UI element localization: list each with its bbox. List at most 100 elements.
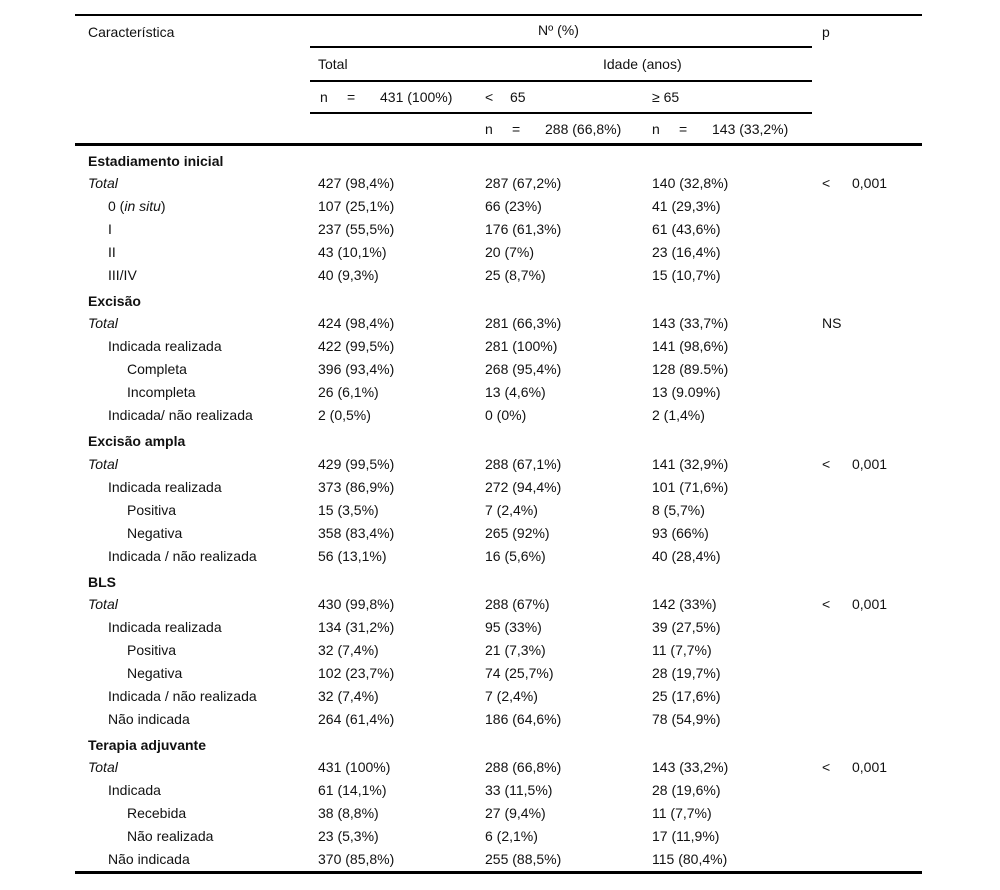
row-label: III/IV	[108, 267, 137, 284]
cell-under-65: 288 (67,1%)	[485, 455, 562, 472]
table-row: Total 430 (99,8%) 288 (67%) 142 (33%) <0,001	[0, 593, 1000, 616]
cell-total: 422 (99,5%)	[318, 338, 395, 355]
table-row: Positiva 32 (7,4%) 21 (7,3%) 11 (7,7%)	[0, 639, 1000, 662]
section-title: Estadiamento inicial	[88, 153, 224, 169]
cell-under-65: 7 (2,4%)	[485, 501, 538, 518]
cell-p-sign: <	[822, 758, 831, 775]
over65-header: ≥ 65	[652, 89, 680, 105]
cell-total: 15 (3,5%)	[318, 501, 379, 518]
row-label: Não indicada	[108, 710, 190, 727]
row-label: Indicada	[108, 781, 161, 798]
table-row: Não indicada 264 (61,4%) 186 (64,6%) 78 (54…	[0, 708, 1000, 731]
cell-under-65: 6 (2,1%)	[485, 827, 538, 844]
section-title: Excisão ampla	[88, 433, 186, 450]
row-label: II	[108, 244, 116, 261]
table-row: Indicada realizada 422 (99,5%) 281 (100%) 1…	[0, 335, 1000, 358]
cell-total: 61 (14,1%)	[318, 781, 387, 798]
cell-total: 431 (100%)	[318, 758, 391, 775]
cell-under-65: 176 (61,3%)	[485, 221, 562, 238]
cell-under-65: 281 (66,3%)	[485, 315, 562, 332]
over65-n-value: 143 (33,2%)	[712, 121, 789, 137]
under65-n-equals: =	[512, 121, 521, 137]
cell-total: 2 (0,5%)	[318, 407, 371, 424]
cell-under-65: 16 (5,6%)	[485, 547, 546, 564]
table-row: III/IV 40 (9,3%) 25 (8,7%) 15 (10,7%)	[0, 264, 1000, 287]
over65-n-equals: =	[679, 121, 688, 137]
row-label: Negativa	[127, 524, 183, 541]
row-label: 0 (in situ)	[108, 198, 166, 215]
total-n-value: 431 (100%)	[380, 89, 453, 105]
cell-total: 107 (25,1%)	[318, 198, 395, 215]
table-row: Incompleta 26 (6,1%) 13 (4,6%) 13 (9.09%)	[0, 381, 1000, 404]
cell-under-65: 95 (33%)	[485, 618, 542, 635]
cell-total: 26 (6,1%)	[318, 384, 379, 401]
cell-over-65: 8 (5,7%)	[652, 501, 705, 518]
cell-over-65: 25 (17,6%)	[652, 687, 721, 704]
cell-total: 237 (55,5%)	[318, 221, 395, 238]
cell-over-65: 39 (27,5%)	[652, 618, 721, 635]
npct-underline-rule	[310, 46, 812, 48]
over65-n-letter: n	[652, 121, 660, 137]
cell-total: 32 (7,4%)	[318, 687, 379, 704]
cell-under-65: 13 (4,6%)	[485, 384, 546, 401]
row-label: Total	[88, 175, 118, 192]
cell-total: 43 (10,1%)	[318, 244, 387, 261]
cell-over-65: 141 (98,6%)	[652, 338, 729, 355]
cell-under-65: 287 (67,2%)	[485, 175, 562, 192]
row-label: Indicada / não realizada	[108, 547, 257, 564]
cell-over-65: 11 (7,7%)	[652, 641, 712, 658]
cell-over-65: 40 (28,4%)	[652, 547, 721, 564]
cell-total: 373 (86,9%)	[318, 478, 395, 495]
row-label: Indicada realizada	[108, 478, 222, 495]
cell-under-65: 74 (25,7%)	[485, 664, 554, 681]
cell-p-sign: <	[822, 175, 831, 192]
row-label: Positiva	[127, 501, 177, 518]
table-row: Total 424 (98,4%) 281 (66,3%) 143 (33,7%) NS	[0, 312, 1000, 335]
cell-over-65: 13 (9.09%)	[652, 384, 721, 401]
under65-n-letter: n	[485, 121, 493, 137]
cell-over-65: 15 (10,7%)	[652, 267, 721, 284]
table-row: Total 431 (100%) 288 (66,8%) 143 (33,2%) <0,…	[0, 756, 1000, 779]
cell-total: 427 (98,4%)	[318, 175, 395, 192]
table-row: Indicada 61 (14,1%) 33 (11,5%) 28 (19,6%)	[0, 779, 1000, 802]
cell-total: 56 (13,1%)	[318, 547, 387, 564]
row-label: Indicada realizada	[108, 618, 222, 635]
cell-p-sign: NS	[822, 315, 842, 332]
cell-over-65: 140 (32,8%)	[652, 175, 729, 192]
cell-under-65: 272 (94,4%)	[485, 478, 562, 495]
cell-over-65: 2 (1,4%)	[652, 407, 705, 424]
cell-total: 38 (8,8%)	[318, 804, 379, 821]
section-header-row: Terapia adjuvante	[0, 731, 1000, 756]
cell-over-65: 115 (80,4%)	[652, 850, 728, 867]
section-header-row: Excisão ampla	[0, 427, 1000, 452]
cell-total: 102 (23,7%)	[318, 664, 395, 681]
table-row: 0 (in situ) 107 (25,1%) 66 (23%) 41 (29,3%)	[0, 195, 1000, 218]
cell-total: 430 (99,8%)	[318, 595, 395, 612]
table-row: Não realizada 23 (5,3%) 6 (2,1%) 17 (11,9%)	[0, 825, 1000, 848]
column-header-characteristic: Característica	[88, 24, 175, 40]
column-header-age: Idade (anos)	[603, 56, 682, 72]
cell-over-65: 142 (33%)	[652, 595, 717, 612]
cell-under-65: 288 (66,8%)	[485, 758, 562, 775]
table-bottom-rule	[75, 871, 922, 874]
cell-total: 32 (7,4%)	[318, 641, 379, 658]
cell-over-65: 78 (54,9%)	[652, 710, 721, 727]
row-label: Total	[88, 315, 118, 332]
cell-over-65: 128 (89.5%)	[652, 361, 729, 378]
row-label: Não realizada	[127, 827, 214, 844]
row-label: Indicada realizada	[108, 338, 222, 355]
table-body: Estadiamento inicial Total 427 (98,4%) 287 …	[0, 147, 1000, 871]
row-label: Total	[88, 455, 118, 472]
section-header-row: Excisão	[0, 287, 1000, 312]
cell-over-65: 28 (19,6%)	[652, 781, 721, 798]
table-row: Positiva 15 (3,5%) 7 (2,4%) 8 (5,7%)	[0, 499, 1000, 522]
cell-total: 424 (98,4%)	[318, 315, 395, 332]
table-row: II 43 (10,1%) 20 (7%) 23 (16,4%)	[0, 241, 1000, 264]
section-title: BLS	[88, 573, 116, 590]
row-label: Total	[88, 758, 118, 775]
cell-under-65: 281 (100%)	[485, 338, 558, 355]
cell-total: 358 (83,4%)	[318, 524, 395, 541]
table-row: Indicada / não realizada 32 (7,4%) 7 (2,4%…	[0, 685, 1000, 708]
total-n-letter: n	[320, 89, 328, 105]
cell-under-65: 186 (64,6%)	[485, 710, 562, 727]
